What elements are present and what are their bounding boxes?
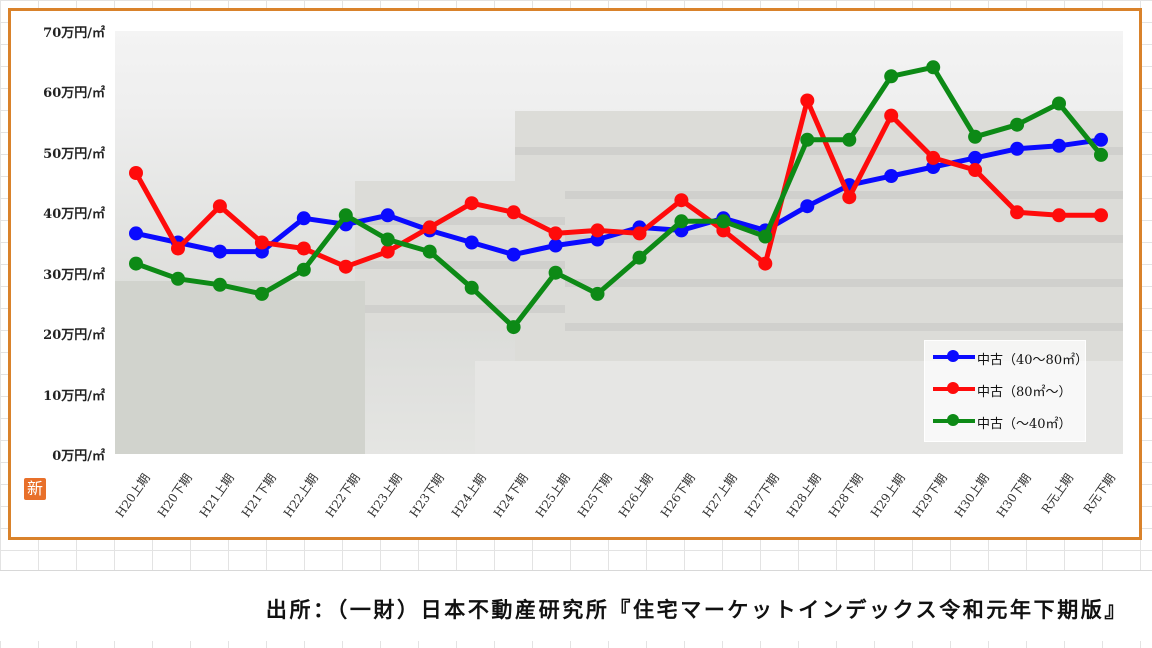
y-tick-label: 70万円/㎡ bbox=[43, 26, 105, 41]
data-point bbox=[464, 280, 479, 295]
data-point bbox=[1052, 208, 1066, 223]
data-point bbox=[1052, 96, 1066, 111]
data-point bbox=[422, 220, 437, 235]
data-point bbox=[1094, 147, 1108, 162]
data-point bbox=[590, 223, 605, 238]
data-point bbox=[632, 226, 647, 241]
data-point bbox=[506, 320, 521, 335]
data-point bbox=[380, 208, 395, 223]
data-point bbox=[884, 108, 899, 123]
source-note: 出所：（一財）日本不動産研究所『住宅マーケットインデックス令和元年下期版』 bbox=[0, 570, 1152, 641]
trees bbox=[115, 281, 365, 454]
data-point bbox=[254, 235, 269, 250]
data-point bbox=[884, 69, 899, 84]
y-tick-label: 0万円/㎡ bbox=[52, 449, 105, 464]
legend-marker bbox=[947, 414, 959, 426]
data-point bbox=[296, 241, 311, 256]
y-tick-label: 30万円/㎡ bbox=[43, 267, 105, 283]
legend-label: 中古（40～80㎡） bbox=[977, 353, 1089, 368]
data-point bbox=[129, 226, 143, 241]
data-point bbox=[171, 241, 185, 256]
legend: 中古（40～80㎡） 中古（80㎡～） 中古（～40㎡） bbox=[924, 340, 1088, 442]
legend-marker bbox=[947, 350, 959, 362]
series-line-2 bbox=[135, 64, 1103, 330]
data-point bbox=[884, 169, 899, 183]
data-point bbox=[800, 199, 815, 214]
data-point bbox=[926, 150, 941, 165]
legend-label: 中古（～40㎡） bbox=[977, 417, 1072, 432]
data-point bbox=[464, 235, 479, 250]
data-point bbox=[380, 232, 395, 247]
data-point bbox=[171, 271, 185, 286]
data-point bbox=[1052, 138, 1066, 153]
data-point bbox=[968, 129, 983, 144]
legend-item-small: 中古（～40㎡） bbox=[931, 409, 1081, 433]
data-point bbox=[1094, 208, 1108, 223]
data-point bbox=[548, 226, 563, 241]
data-point bbox=[968, 163, 983, 177]
data-point bbox=[380, 244, 395, 259]
data-point bbox=[212, 199, 227, 214]
data-point bbox=[1094, 132, 1108, 147]
data-point bbox=[1010, 205, 1025, 220]
logo-icon: 新 bbox=[24, 478, 46, 500]
data-point bbox=[716, 214, 731, 229]
data-point bbox=[800, 93, 815, 108]
data-point bbox=[758, 229, 773, 244]
series-line-0 bbox=[135, 137, 1102, 258]
data-point bbox=[632, 250, 647, 265]
data-point bbox=[338, 208, 353, 223]
data-point bbox=[212, 277, 227, 292]
legend-item-large: 中古（80㎡～） bbox=[931, 377, 1081, 401]
data-point bbox=[212, 244, 227, 259]
data-point bbox=[254, 286, 269, 301]
data-point bbox=[674, 193, 689, 208]
data-point bbox=[1010, 141, 1025, 156]
data-point bbox=[842, 190, 857, 205]
series-line-1 bbox=[133, 98, 1101, 270]
data-point bbox=[506, 247, 521, 262]
data-point bbox=[1010, 117, 1025, 132]
legend-label: 中古（80㎡～） bbox=[977, 385, 1072, 400]
data-point bbox=[506, 205, 521, 220]
y-tick-label: 40万円/㎡ bbox=[43, 207, 105, 223]
y-tick-label: 50万円/㎡ bbox=[43, 146, 105, 162]
building-left bbox=[355, 181, 565, 331]
data-point bbox=[338, 259, 353, 274]
data-point bbox=[129, 166, 143, 180]
y-tick-label: 10万円/㎡ bbox=[43, 388, 105, 404]
data-point bbox=[968, 150, 983, 165]
legend-marker bbox=[947, 382, 959, 394]
data-point bbox=[674, 214, 689, 229]
data-point bbox=[590, 286, 605, 301]
data-point bbox=[758, 256, 773, 271]
legend-item-mid: 中古（40～80㎡） bbox=[931, 345, 1088, 369]
source-text: 出所：（一財）日本不動産研究所『住宅マーケットインデックス令和元年下期版』 bbox=[265, 597, 1128, 622]
data-point bbox=[800, 132, 815, 147]
y-tick-label: 60万円/㎡ bbox=[43, 86, 105, 102]
data-point bbox=[422, 244, 437, 259]
data-point bbox=[464, 196, 479, 211]
data-point bbox=[548, 238, 563, 253]
data-point bbox=[842, 132, 857, 147]
y-tick-label: 20万円/㎡ bbox=[43, 328, 105, 344]
data-point bbox=[296, 262, 311, 277]
data-point bbox=[548, 265, 563, 280]
building-right bbox=[515, 111, 1123, 371]
data-point bbox=[926, 60, 941, 75]
data-point bbox=[296, 211, 311, 226]
data-point bbox=[129, 256, 143, 271]
